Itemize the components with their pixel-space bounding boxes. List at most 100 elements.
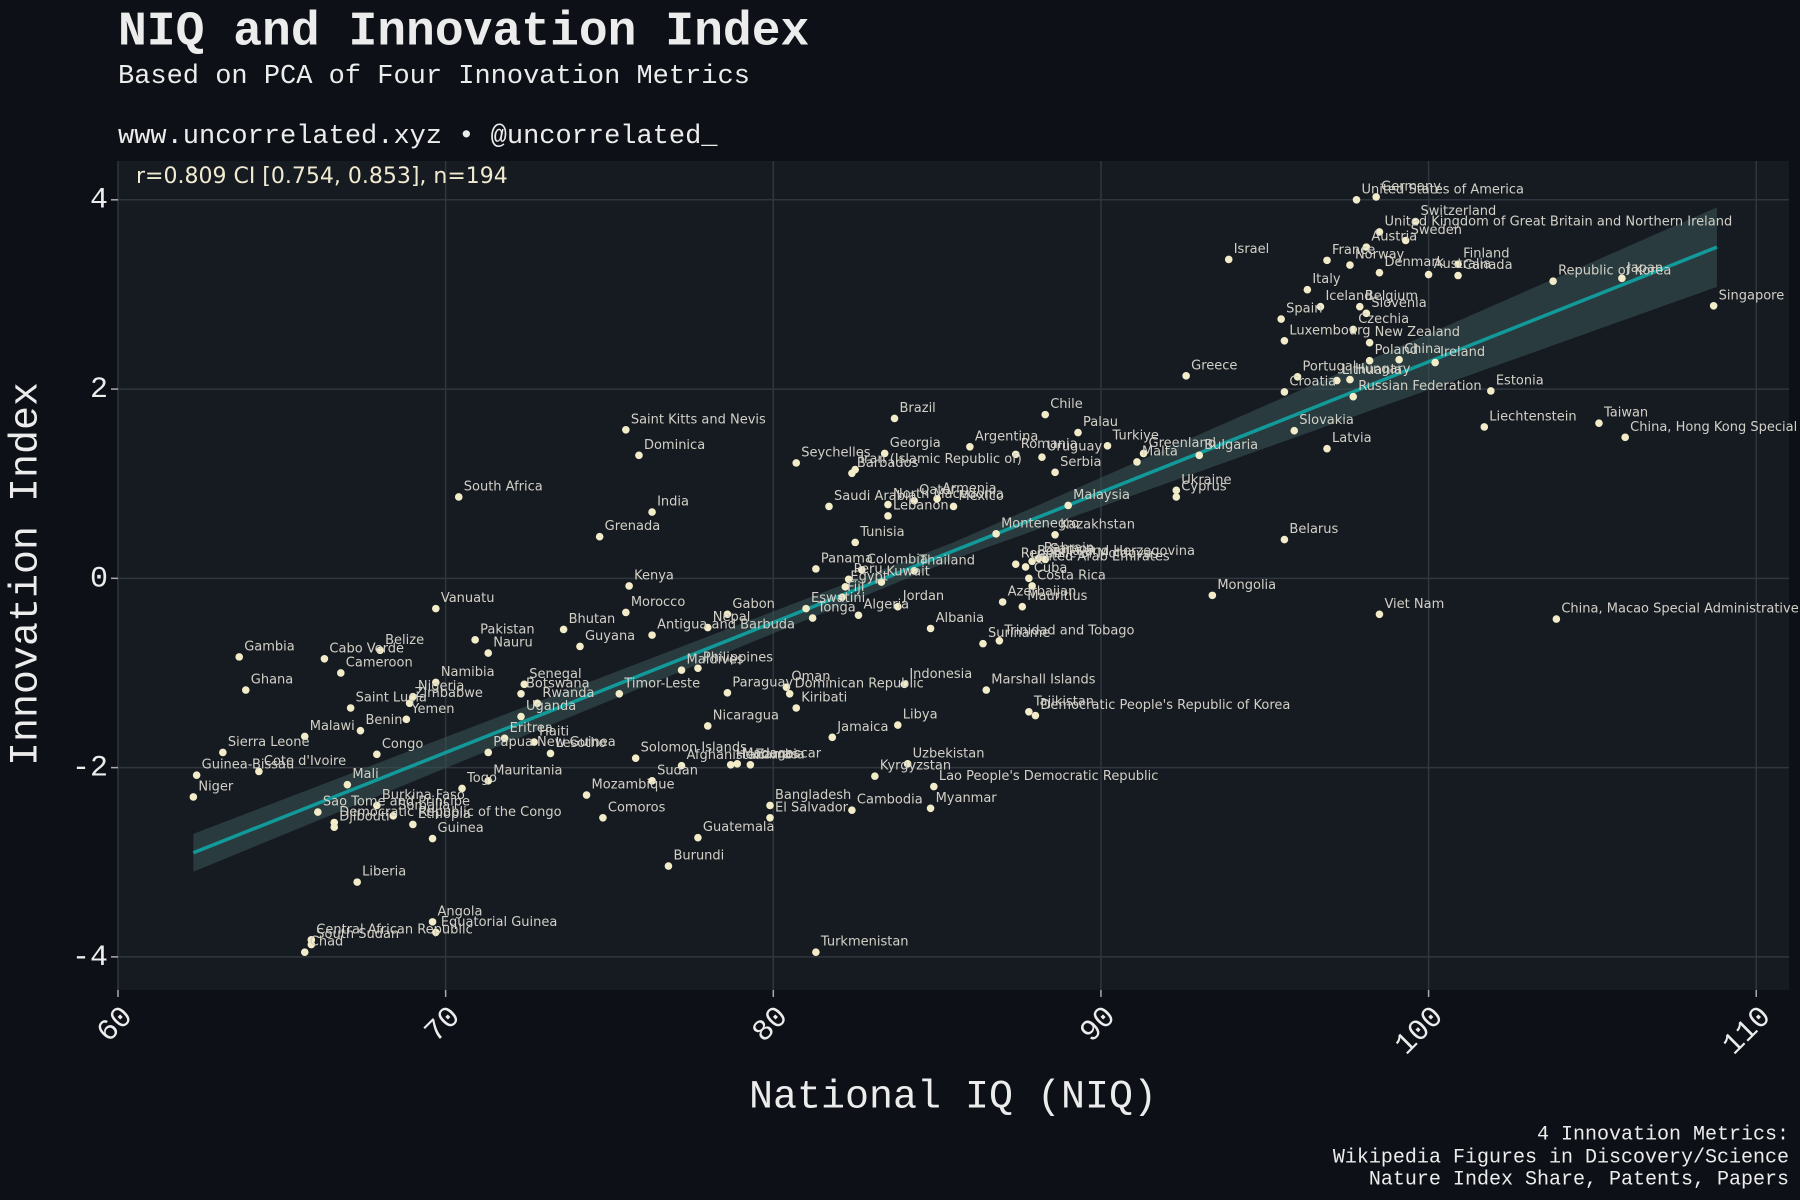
data-point: [1021, 563, 1030, 571]
point-label: Jamaica: [836, 720, 888, 735]
data-point: [1034, 554, 1043, 563]
point-label: Mauritania: [493, 763, 562, 778]
data-point: [189, 793, 198, 801]
data-point: [1375, 268, 1384, 277]
data-point: [703, 722, 712, 730]
point-label: Greece: [1191, 358, 1237, 373]
data-point: [307, 940, 316, 949]
point-label: China: [1404, 342, 1441, 357]
data-point: [1074, 428, 1082, 437]
data-point: [1293, 372, 1302, 381]
point-label: Seychelles: [801, 445, 871, 460]
data-point: [484, 777, 493, 785]
data-point: [1454, 271, 1462, 280]
data-point: [703, 623, 712, 632]
point-label: Costa Rica: [1037, 568, 1106, 583]
data-point: [1195, 451, 1204, 460]
point-label: Timor-Leste: [623, 676, 700, 691]
data-point: [389, 812, 398, 820]
point-label: Kazakhstan: [1060, 517, 1135, 532]
point-label: Nigeria: [418, 679, 465, 694]
data-point: [1224, 255, 1233, 264]
point-label: Hungary: [1355, 362, 1411, 377]
point-label: Paraguay: [732, 675, 793, 690]
data-point: [746, 760, 755, 769]
data-point: [1290, 426, 1299, 435]
point-label: Barbados: [857, 456, 919, 471]
data-point: [471, 636, 479, 644]
point-label: Romania: [1021, 437, 1078, 452]
data-point: [926, 624, 935, 633]
point-label: Eswatini: [811, 591, 865, 606]
point-label: Slovakia: [1299, 413, 1354, 428]
point-label: El Salvador: [775, 800, 849, 815]
point-label: Mozambique: [592, 778, 675, 793]
point-label: Cote d'Ivoire: [264, 754, 346, 769]
point-label: Madagascar: [742, 746, 822, 761]
point-label: Colombia: [867, 552, 928, 567]
data-point: [1172, 493, 1181, 501]
point-label: Marshall Islands: [991, 673, 1096, 688]
footnote: 4 Innovation Metrics:: [1537, 1123, 1789, 1146]
data-point: [812, 565, 820, 573]
footnote: Wikipedia Figures in Discovery/Science: [1333, 1146, 1789, 1169]
chart-title: NIQ and Innovation Index: [118, 6, 809, 60]
data-point: [894, 721, 902, 729]
data-point: [337, 669, 345, 677]
point-label: Czechia: [1358, 312, 1409, 327]
point-label: Liberia: [362, 865, 406, 880]
data-point: [500, 734, 509, 743]
data-point: [949, 502, 958, 511]
point-label: Albania: [936, 611, 985, 626]
point-label: Ireland: [1440, 345, 1485, 360]
point-label: Serbia: [1060, 455, 1101, 470]
data-point: [356, 726, 365, 735]
data-point: [1552, 615, 1561, 623]
data-point: [622, 608, 630, 617]
point-label: Dominica: [644, 438, 705, 453]
data-point: [625, 582, 633, 590]
point-label: Georgia: [890, 436, 941, 451]
data-point: [1011, 450, 1020, 459]
point-label: Viet Nam: [1384, 597, 1444, 612]
chart-subtitle: Based on PCA of Four Innovation Metrics: [118, 62, 750, 92]
point-label: Myanmar: [936, 791, 998, 806]
data-point: [1064, 501, 1072, 510]
point-label: Cambodia: [857, 793, 923, 808]
data-point: [1346, 375, 1354, 384]
point-label: Bangladesh: [775, 788, 851, 803]
data-point: [1182, 372, 1190, 380]
point-label: Central African Republic: [316, 922, 472, 937]
point-label: France: [1332, 243, 1375, 258]
point-label: Bahrain: [1044, 541, 1094, 556]
point-label: Peru: [854, 562, 883, 577]
data-point: [517, 689, 525, 698]
data-point: [1041, 555, 1050, 564]
point-label: Saint Kitts and Nevis: [631, 412, 766, 427]
data-point: [314, 808, 322, 816]
data-point: [376, 646, 384, 655]
point-label: Maldives: [687, 653, 744, 668]
data-point: [1454, 260, 1462, 268]
point-label: Argentina: [975, 429, 1038, 444]
data-point: [1346, 261, 1354, 269]
point-label: Eritrea: [510, 721, 553, 736]
point-label: Yemen: [410, 702, 454, 717]
data-point: [1133, 458, 1141, 466]
data-point: [890, 414, 899, 423]
data-point: [1208, 591, 1217, 600]
point-label: Sweden: [1411, 223, 1462, 238]
data-point: [219, 748, 227, 757]
data-point: [766, 801, 774, 810]
data-point: [409, 820, 417, 829]
point-label: Democratic People's Republic of Korea: [1040, 698, 1290, 713]
point-label: Bosnia and Herzegovina: [1037, 544, 1195, 559]
point-label: Turkmenistan: [820, 935, 909, 950]
data-point: [1280, 337, 1289, 345]
data-point: [966, 442, 974, 451]
data-point: [300, 732, 309, 741]
data-point: [343, 780, 352, 789]
point-label: Burkina Faso: [382, 788, 465, 803]
data-point: [622, 425, 630, 434]
point-label: Poland: [1375, 343, 1418, 358]
